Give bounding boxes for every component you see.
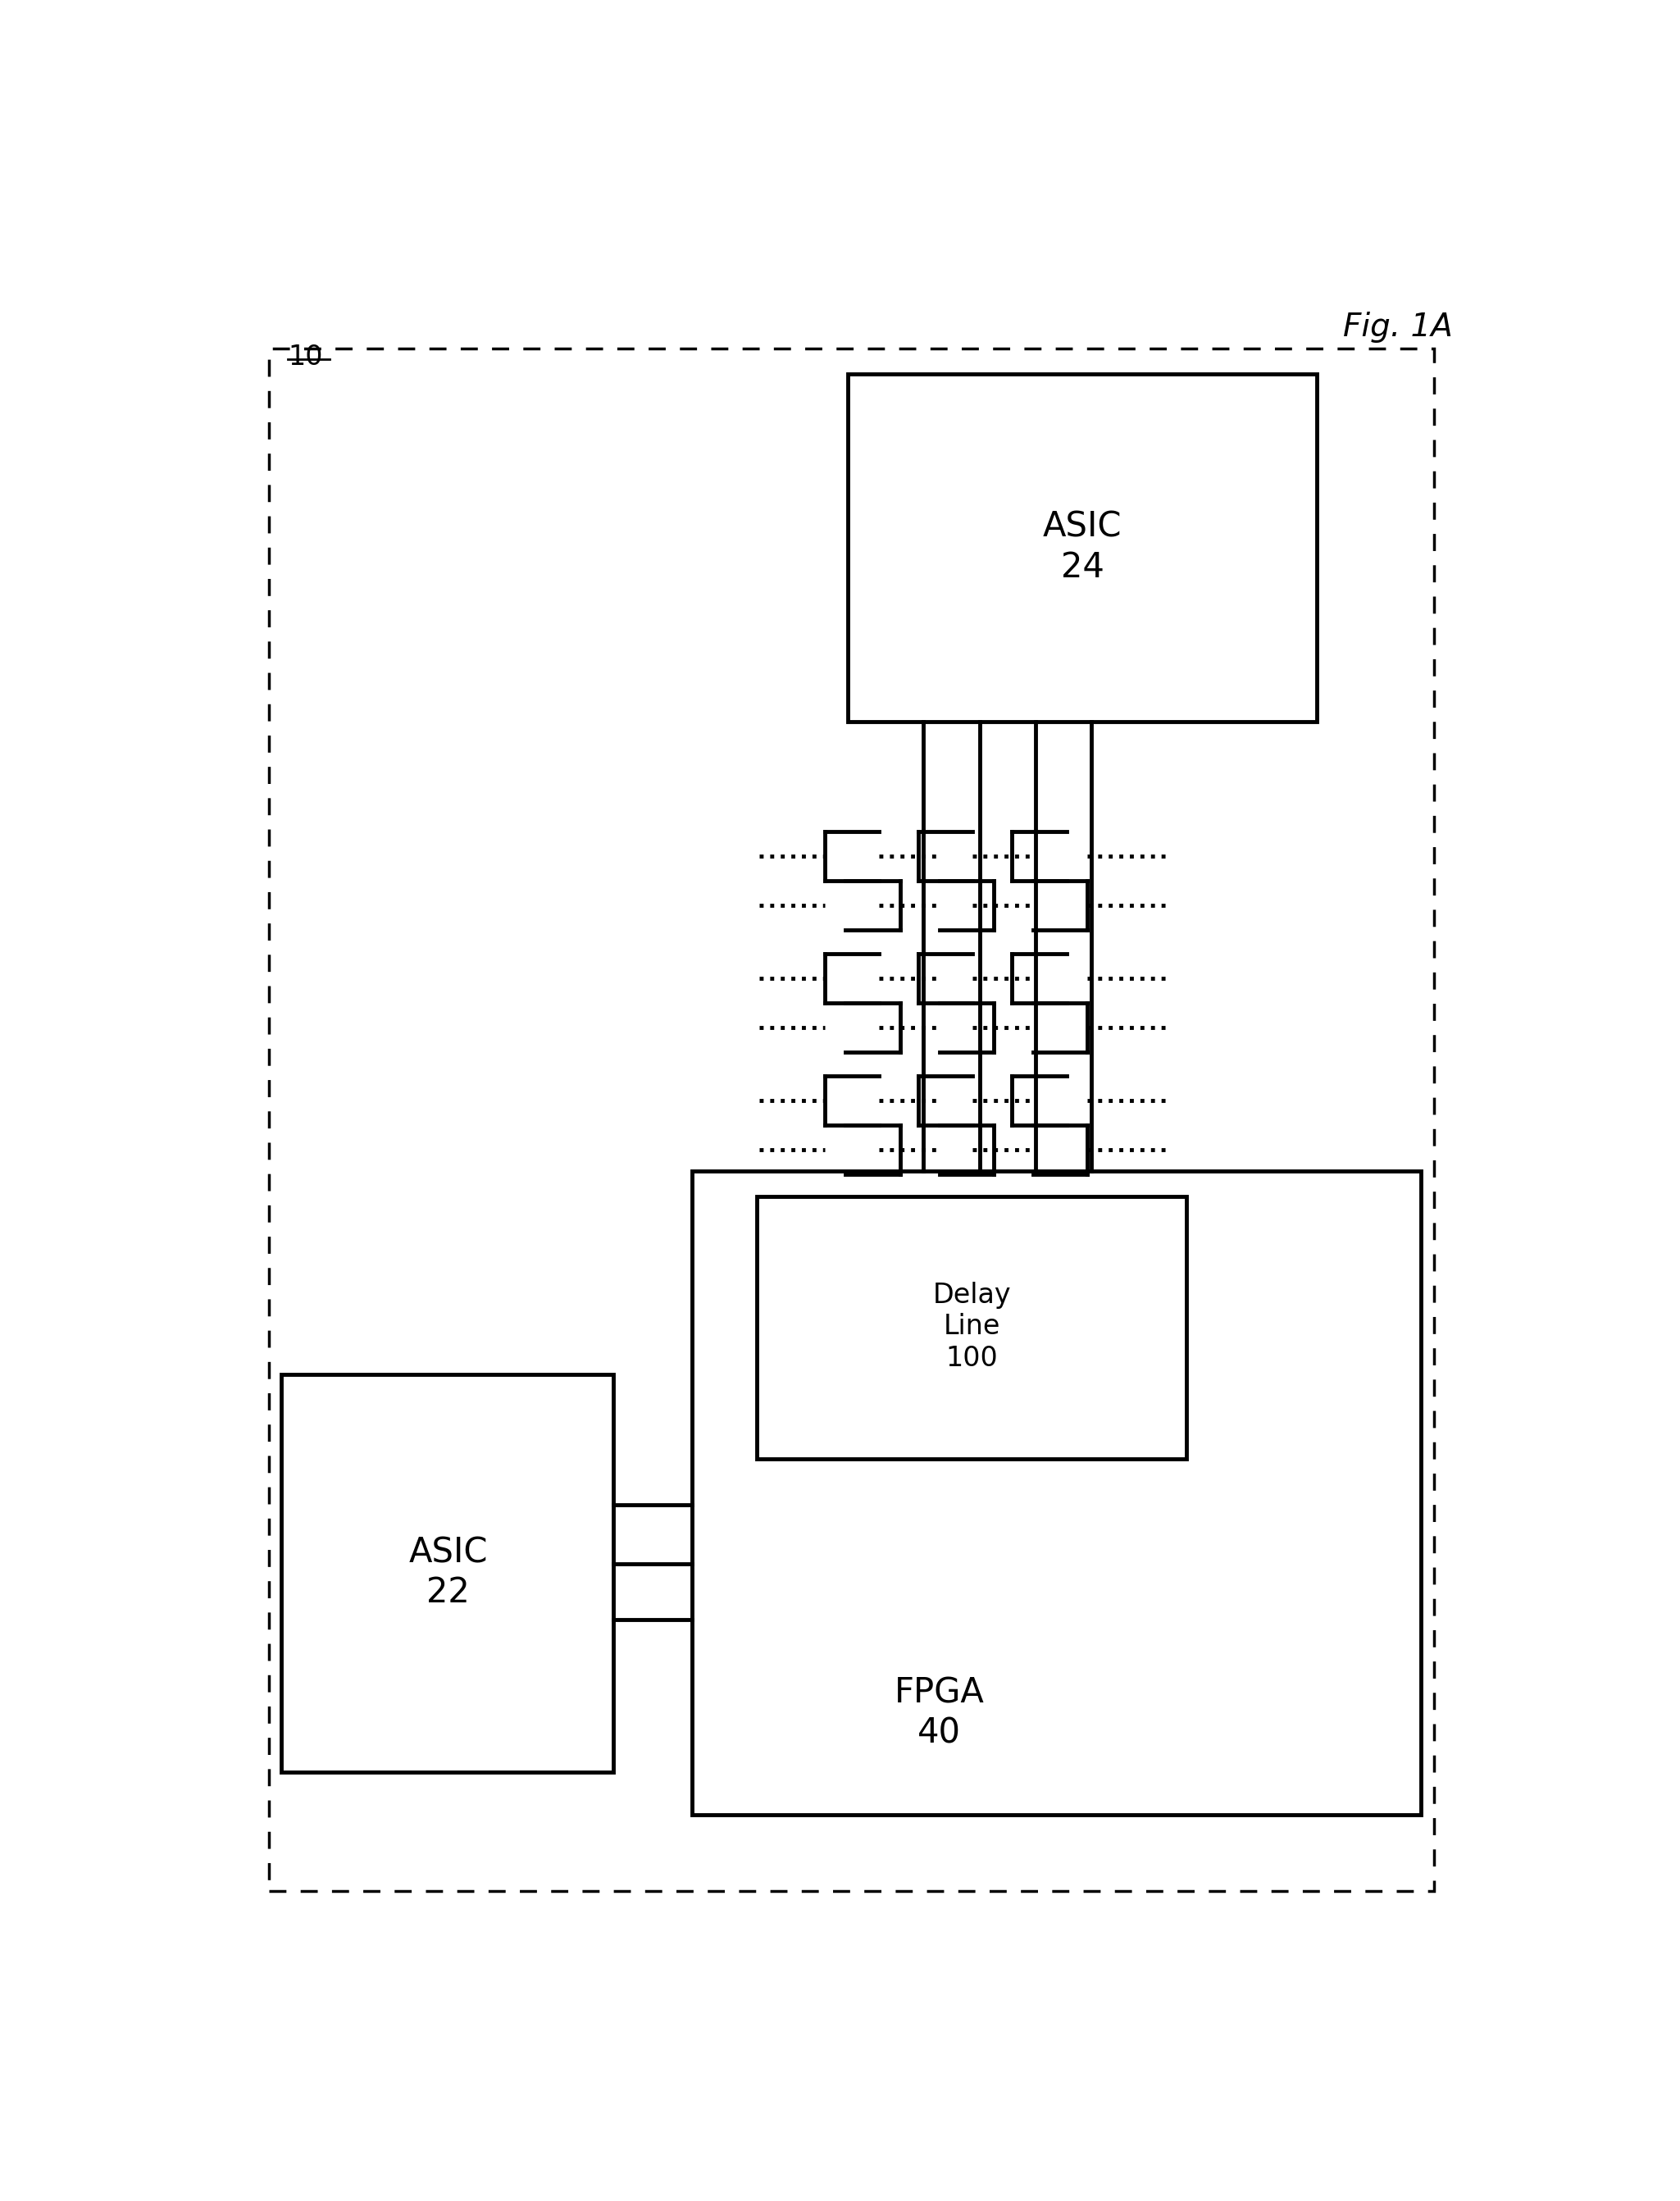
Text: ASIC
24: ASIC 24	[1043, 511, 1122, 583]
Bar	[692, 1171, 1421, 1816]
Bar	[282, 1373, 613, 1772]
Bar	[758, 1197, 1186, 1459]
Text: Fig. 1A: Fig. 1A	[1342, 313, 1453, 343]
Text: ASIC
22: ASIC 22	[408, 1536, 487, 1609]
Bar	[848, 374, 1317, 722]
Text: FPGA
40: FPGA 40	[894, 1675, 984, 1750]
Text: 10: 10	[289, 343, 323, 370]
Bar	[269, 348, 1435, 1891]
Text: Delay
Line
100: Delay Line 100	[932, 1281, 1011, 1371]
